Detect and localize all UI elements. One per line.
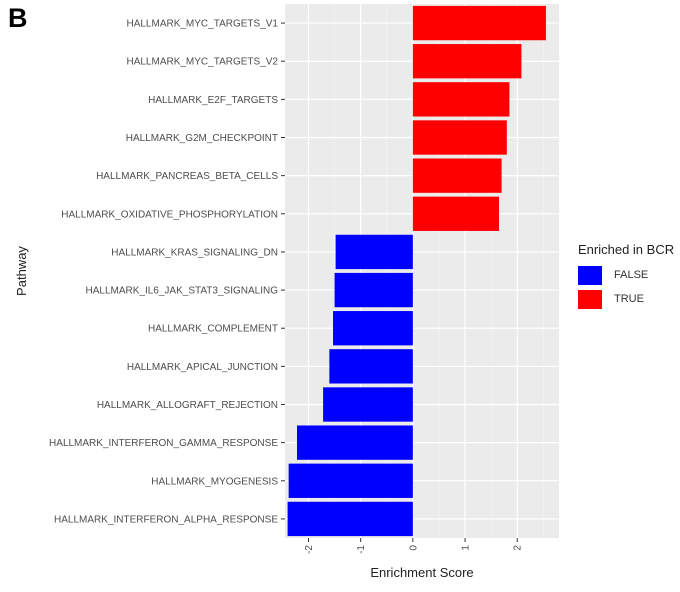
y-tick-label: HALLMARK_MYOGENESIS <box>151 476 278 487</box>
legend-key-true <box>578 289 602 309</box>
bar-hallmark-allograft-rejection <box>323 387 413 422</box>
bars-layer <box>287 5 546 537</box>
y-tick-label: HALLMARK_INTERFERON_GAMMA_RESPONSE <box>49 438 278 449</box>
bar-hallmark-complement <box>333 311 413 346</box>
x-axis-title: Enrichment Score <box>370 565 473 580</box>
y-tick-label: HALLMARK_MYC_TARGETS_V2 <box>126 57 278 68</box>
y-tick-label: HALLMARK_E2F_TARGETS <box>148 95 278 106</box>
y-tick-label: HALLMARK_APICAL_JUNCTION <box>127 362 278 373</box>
bar-hallmark-oxidative-phosphorylation <box>412 196 499 231</box>
y-tick-label: HALLMARK_PANCREAS_BETA_CELLS <box>96 171 278 182</box>
y-tick-label: HALLMARK_COMPLEMENT <box>148 324 278 335</box>
panel-letter: B <box>8 3 28 33</box>
bar-hallmark-interferon-alpha-response <box>287 501 413 537</box>
y-tick-label: HALLMARK_MYC_TARGETS_V1 <box>126 19 278 30</box>
legend-item-true: TRUE <box>578 288 674 310</box>
bar-hallmark-interferon-gamma-response <box>297 425 413 460</box>
legend-label-false: FALSE <box>614 269 649 281</box>
legend-title: Enriched in BCR <box>578 242 675 257</box>
bar-hallmark-g2m-checkpoint <box>412 120 507 155</box>
bar-hallmark-pancreas-beta-cells <box>412 158 502 193</box>
x-axis: -2 -1 0 1 2 <box>304 538 524 554</box>
legend-label-true: TRUE <box>614 293 644 305</box>
x-tick-label: 0 <box>408 545 419 551</box>
y-tick-label: HALLMARK_OXIDATIVE_PHOSPHORYLATION <box>61 209 278 220</box>
bar-hallmark-apical-junction <box>329 349 413 384</box>
bar-hallmark-kras-signaling-dn <box>335 234 413 270</box>
y-axis-title: Pathway <box>14 246 29 296</box>
x-tick-label: 1 <box>461 545 472 551</box>
x-tick-label: -2 <box>304 545 315 554</box>
x-tick-label: -1 <box>356 545 367 554</box>
y-axis: HALLMARK_MYC_TARGETS_V1 HALLMARK_MYC_TARG… <box>49 19 285 525</box>
y-tick-label: HALLMARK_KRAS_SIGNALING_DN <box>111 247 278 258</box>
legend: Enriched in BCR FALSE TRUE <box>578 242 674 312</box>
bar-hallmark-il6-jak-stat3-signaling <box>334 272 413 308</box>
y-tick-label: HALLMARK_ALLOGRAFT_REJECTION <box>97 400 278 411</box>
bar-hallmark-myc-targets-v1 <box>412 5 546 41</box>
legend-item-false: FALSE <box>578 264 674 286</box>
bar-hallmark-e2f-targets <box>412 82 510 117</box>
y-tick-label: HALLMARK_INTERFERON_ALPHA_RESPONSE <box>54 514 278 525</box>
y-tick-label: HALLMARK_IL6_JAK_STAT3_SIGNALING <box>86 286 279 297</box>
y-tick-label: HALLMARK_G2M_CHECKPOINT <box>126 133 278 144</box>
bar-hallmark-myc-targets-v2 <box>412 44 522 79</box>
x-tick-label: 2 <box>513 545 524 551</box>
bar-hallmark-myogenesis <box>288 463 413 498</box>
legend-key-false <box>578 265 602 285</box>
